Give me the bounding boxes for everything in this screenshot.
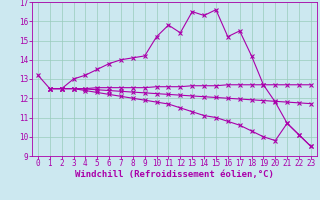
- X-axis label: Windchill (Refroidissement éolien,°C): Windchill (Refroidissement éolien,°C): [75, 170, 274, 179]
